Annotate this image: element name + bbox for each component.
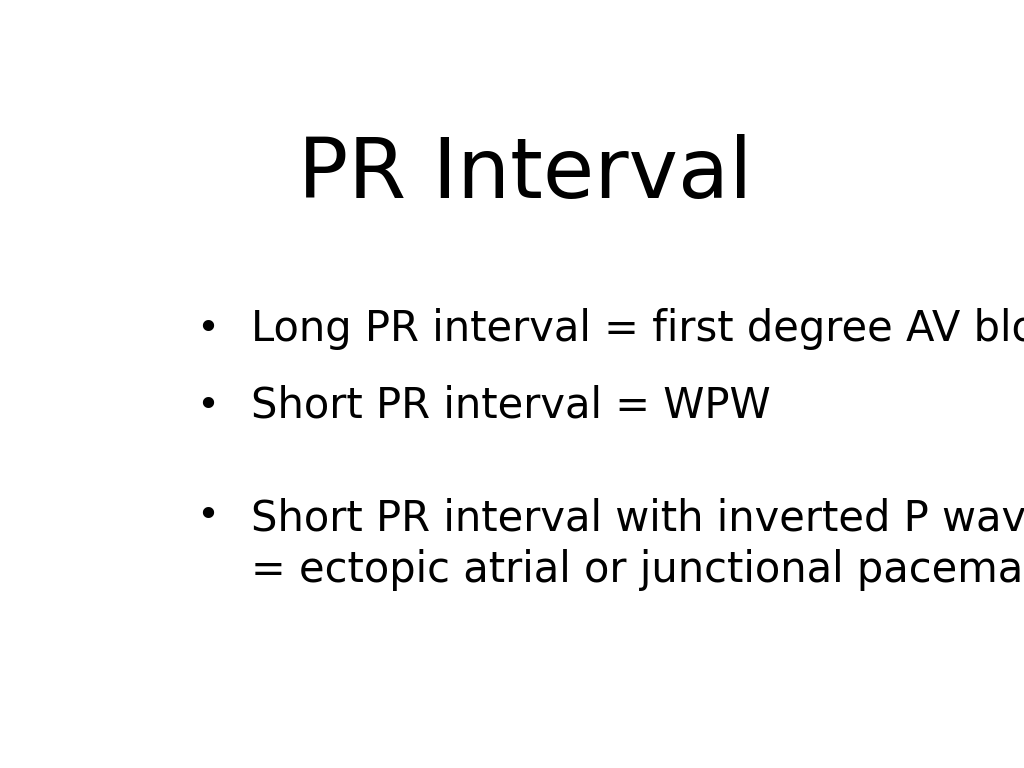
Text: PR Interval: PR Interval [298,134,752,214]
Text: Short PR interval = WPW: Short PR interval = WPW [251,385,771,426]
Text: Short PR interval with inverted P waves
= ectopic atrial or junctional pacemaker: Short PR interval with inverted P waves … [251,497,1024,591]
Text: •: • [196,386,219,425]
Text: •: • [196,310,219,348]
Text: •: • [196,497,219,535]
Text: Long PR interval = first degree AV block: Long PR interval = first degree AV block [251,308,1024,349]
